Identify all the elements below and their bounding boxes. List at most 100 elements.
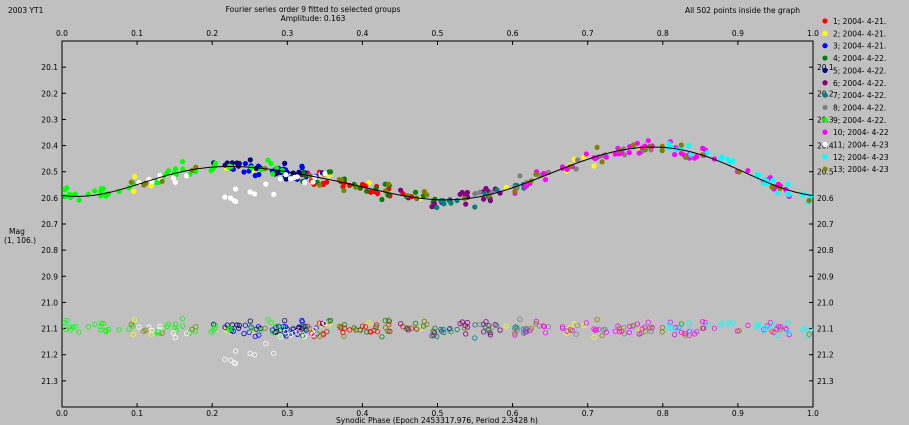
data-point: [341, 187, 347, 194]
x-tick-label-top: 0.6: [507, 29, 519, 38]
data-point: [517, 173, 523, 179]
residual-point: [594, 316, 600, 323]
data-point: [159, 178, 165, 184]
residual-point: [187, 330, 193, 336]
residual-point: [385, 317, 391, 323]
y-tick-label-left: 20.7: [41, 220, 58, 229]
residual-point: [477, 321, 483, 327]
data-point: [277, 176, 284, 182]
x-tick-label-bottom: 0.1: [131, 409, 143, 418]
data-point: [719, 154, 725, 160]
data-point: [666, 141, 672, 147]
x-tick-label-top: 0.2: [206, 29, 218, 38]
residual-point: [165, 321, 172, 327]
data-point: [310, 179, 316, 185]
data-point: [464, 189, 470, 196]
data-point: [441, 201, 447, 207]
y-tick-label-right: 20.8: [817, 246, 834, 255]
residual-point: [718, 323, 724, 329]
residual-point: [704, 321, 711, 327]
residual-point: [785, 320, 791, 326]
residual-point: [316, 333, 323, 339]
chart-subtitle: Amplitude: 0.163: [281, 14, 346, 23]
data-point: [421, 189, 427, 195]
plot-area: [61, 40, 814, 408]
data-point: [647, 143, 653, 149]
residual-point: [464, 324, 471, 330]
data-point: [704, 150, 711, 156]
residual-point: [313, 325, 319, 331]
data-point: [184, 173, 190, 179]
residual-point: [68, 327, 74, 333]
data-point: [463, 201, 469, 207]
residual-point: [454, 326, 460, 333]
residual-point: [236, 322, 242, 328]
residual-point: [683, 332, 689, 338]
residual-point: [159, 330, 165, 336]
data-point: [62, 194, 69, 200]
residual-point: [373, 324, 379, 330]
residual-point: [189, 326, 195, 332]
residual-point: [559, 325, 566, 331]
residual-point: [711, 325, 718, 331]
residual-point: [241, 330, 247, 337]
data-point: [340, 183, 346, 190]
data-point: [265, 157, 271, 163]
residual-point: [268, 320, 274, 326]
residual-point: [92, 321, 98, 327]
data-point: [434, 204, 440, 211]
residual-point: [533, 321, 539, 327]
data-point: [673, 147, 680, 153]
data-point: [64, 185, 70, 191]
residual-point: [346, 327, 353, 333]
legend-marker: [822, 141, 828, 148]
data-point: [274, 165, 280, 171]
x-tick-label-top: 0.3: [281, 29, 293, 38]
residual-point: [85, 324, 91, 330]
legend-label: 6; 2004- 4-22.: [833, 79, 886, 88]
data-point: [459, 189, 465, 196]
y-tick-label-left: 20.4: [41, 142, 58, 151]
residual-point: [806, 331, 812, 337]
residual-point: [593, 327, 600, 333]
data-point: [678, 142, 685, 148]
legend-label: 11; 2004- 4-23: [833, 141, 889, 150]
data-point: [594, 144, 600, 150]
data-point: [477, 189, 483, 195]
residual-point: [338, 323, 344, 329]
residual-point: [719, 320, 725, 326]
data-point: [132, 173, 138, 180]
data-point: [294, 174, 300, 180]
y-tick-label-right: 20.7: [817, 220, 834, 229]
residual-point: [126, 326, 132, 332]
residual-point: [364, 329, 370, 335]
data-point: [806, 198, 812, 204]
residual-point: [573, 331, 579, 337]
residual-point: [98, 320, 104, 326]
x-tick-label-bottom: 1.0: [807, 409, 819, 418]
data-point: [251, 191, 258, 197]
data-point: [300, 169, 306, 175]
legend-label: 12; 2004- 4-23: [833, 153, 889, 162]
residual-point: [247, 318, 253, 324]
residual-point: [681, 330, 688, 337]
residual-point: [374, 329, 381, 335]
y-tick-label-left: 21.3: [41, 377, 58, 386]
residual-point: [692, 331, 698, 337]
residual-point: [367, 328, 373, 335]
residual-point: [514, 325, 520, 331]
data-point: [154, 180, 160, 186]
data-point: [472, 204, 478, 210]
data-point: [241, 169, 247, 175]
residual-point: [413, 326, 419, 332]
residual-point: [287, 332, 294, 338]
legend-label: 13; 2004- 4-23: [833, 165, 889, 174]
x-tick-label-top: 1.0: [807, 29, 819, 38]
residual-point: [659, 324, 665, 331]
residual-point: [387, 328, 393, 334]
residual-point: [678, 321, 685, 327]
x-tick-label-bottom: 0.9: [732, 409, 744, 418]
residual-point: [294, 329, 300, 335]
residual-point: [512, 332, 518, 338]
